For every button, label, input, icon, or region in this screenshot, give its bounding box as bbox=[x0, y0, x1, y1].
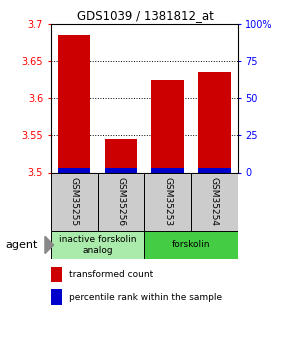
Bar bbox=[51, 231, 144, 259]
Text: percentile rank within the sample: percentile rank within the sample bbox=[70, 293, 223, 302]
Text: GDS1039 / 1381812_at: GDS1039 / 1381812_at bbox=[77, 9, 213, 22]
Bar bbox=[51, 267, 62, 282]
Bar bbox=[58, 35, 90, 168]
Bar bbox=[58, 168, 90, 172]
Text: forskolin: forskolin bbox=[172, 240, 210, 249]
Bar bbox=[151, 168, 184, 172]
Bar bbox=[198, 168, 231, 172]
Text: GSM35255: GSM35255 bbox=[70, 177, 79, 226]
Polygon shape bbox=[45, 236, 54, 254]
Bar bbox=[97, 172, 144, 231]
Bar bbox=[104, 139, 137, 168]
Bar bbox=[144, 172, 191, 231]
Bar bbox=[144, 231, 238, 259]
Text: GSM35254: GSM35254 bbox=[210, 177, 219, 226]
Text: agent: agent bbox=[6, 240, 38, 250]
Bar bbox=[191, 172, 238, 231]
Text: inactive forskolin
analog: inactive forskolin analog bbox=[59, 235, 136, 255]
Bar bbox=[51, 289, 62, 305]
Bar bbox=[104, 168, 137, 172]
Text: transformed count: transformed count bbox=[70, 270, 154, 279]
Text: GSM35256: GSM35256 bbox=[116, 177, 125, 226]
Bar bbox=[151, 80, 184, 168]
Text: GSM35253: GSM35253 bbox=[163, 177, 172, 226]
Bar bbox=[198, 72, 231, 168]
Bar bbox=[51, 172, 97, 231]
